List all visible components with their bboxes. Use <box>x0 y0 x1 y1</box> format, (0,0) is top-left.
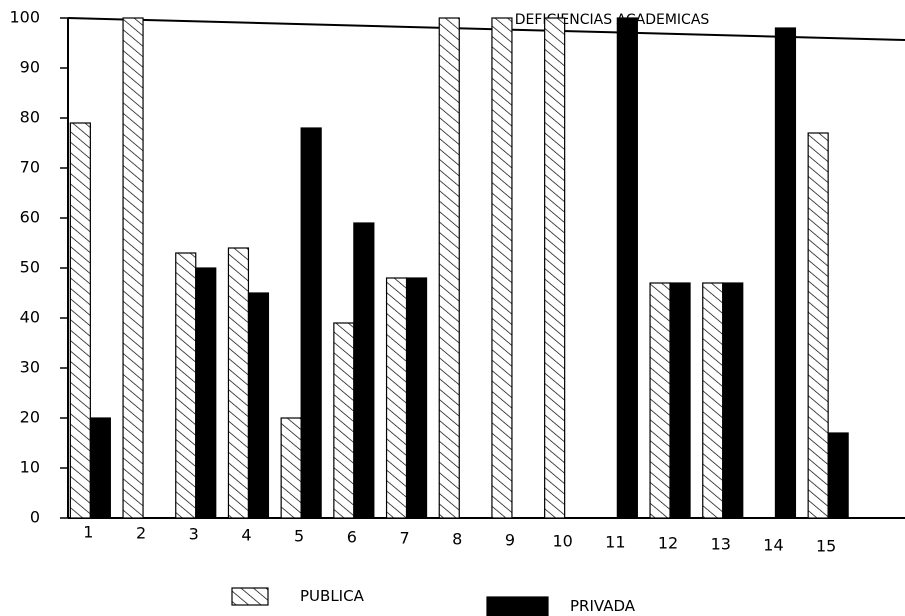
bar <box>669 282 691 519</box>
x-tick-label: 14 <box>763 536 783 555</box>
y-tick-label: 60 <box>20 208 40 227</box>
bar <box>385 277 408 519</box>
y-tick-label: 100 <box>9 8 40 27</box>
bar <box>353 222 375 519</box>
bar <box>195 267 217 519</box>
bar <box>807 132 829 519</box>
bar <box>69 122 91 519</box>
y-tick-label: 10 <box>20 458 40 477</box>
top-border <box>67 17 905 41</box>
x-tick-label: 12 <box>658 534 678 553</box>
bar <box>438 17 460 519</box>
x-tick-label: 5 <box>294 527 304 546</box>
y-tick-label: 40 <box>20 308 40 327</box>
y-tick-label: 80 <box>20 108 40 127</box>
y-tick-label: 90 <box>20 58 40 77</box>
legend-swatch <box>231 587 269 606</box>
legend-swatch <box>486 596 549 616</box>
x-tick-label: 15 <box>816 537 836 556</box>
bar <box>649 282 671 519</box>
bar <box>89 417 111 519</box>
legend-label: PRIVADA <box>570 597 636 615</box>
bar <box>827 432 849 519</box>
y-tick-label: 30 <box>20 358 40 377</box>
x-tick-label: 6 <box>347 528 357 547</box>
x-tick-label: 2 <box>136 524 146 543</box>
y-tick-label: 20 <box>20 408 40 427</box>
bar <box>702 282 724 519</box>
y-tick-label: 0 <box>30 508 40 527</box>
x-tick-label: 1 <box>83 523 93 542</box>
chart-title: DEFICIENCIAS ACADEMICAS <box>515 12 710 28</box>
legend-label: PUBLICA <box>300 587 365 605</box>
bar <box>280 417 302 519</box>
bar <box>122 17 144 519</box>
y-tick-label: 70 <box>20 158 40 177</box>
bar <box>333 322 355 519</box>
y-tick-label: 50 <box>20 258 40 277</box>
x-tick-label: 8 <box>452 530 462 549</box>
x-tick-label: 10 <box>552 532 572 551</box>
bar <box>774 27 797 519</box>
bar <box>247 292 270 519</box>
x-tick-label: 4 <box>241 526 251 545</box>
bar <box>722 282 744 519</box>
x-tick-label: 3 <box>189 525 199 544</box>
bar <box>491 17 513 519</box>
x-tick-label: 11 <box>605 533 625 552</box>
bar <box>544 17 566 519</box>
bar <box>405 277 428 519</box>
bar <box>616 17 638 519</box>
bar <box>227 247 250 519</box>
x-tick-label: 13 <box>711 535 731 554</box>
x-tick-label: 9 <box>505 531 515 550</box>
bar <box>300 127 322 519</box>
bar <box>175 252 197 519</box>
x-tick-label: 7 <box>399 529 409 548</box>
